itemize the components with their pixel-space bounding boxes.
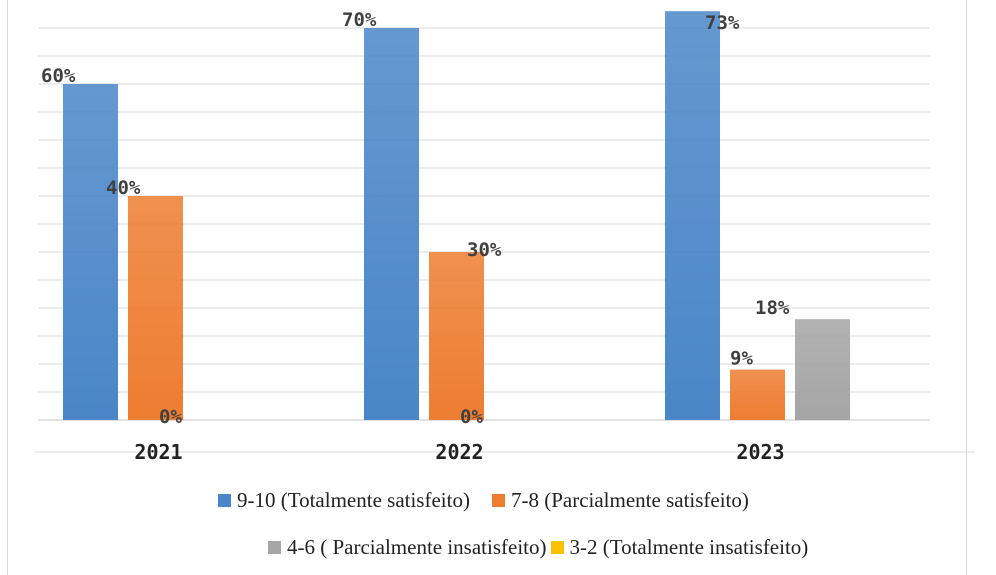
x-tick-label-2022: 2022: [435, 440, 483, 464]
legend-item-3-2: 3-2 (Totalmente insatisfeito): [550, 535, 809, 560]
data-label-2022-series-1: 30%: [467, 239, 502, 261]
legend-row-1: 9-10 (Totalmente satisfeito) 7-8 (Parcia…: [218, 488, 771, 513]
chart-frame: [7, 0, 967, 575]
legend-swatch-3-2: [550, 541, 564, 554]
bar-2023-series-1: [730, 369, 785, 420]
data-label-2021-series-2: 0%: [159, 406, 182, 428]
x-tick-label-2023: 2023: [736, 440, 784, 464]
data-label-2021-series-0: 60%: [41, 65, 76, 87]
bar-2022-series-1: [429, 252, 484, 420]
data-label-2022-series-0: 70%: [342, 9, 377, 31]
bar-2021-series-1: [128, 196, 183, 420]
data-label-2023-series-2: 18%: [755, 297, 790, 319]
bar-2021-series-0: [63, 84, 118, 420]
data-label-2023-series-0: 73%: [705, 12, 740, 34]
legend-label-4-6: 4-6 ( Parcialmente insatisfeito): [287, 535, 547, 559]
chart-plot-area: 60% 40% 0% 2021 70% 30% 0% 2022 73% 9% 18% 2023: [35, 9, 975, 464]
bar-2023-series-2: [795, 319, 850, 420]
legend-swatch-4-6: [268, 541, 281, 554]
legend-item-9-10: 9-10 (Totalmente satisfeito): [218, 488, 470, 513]
legend-label-7-8: 7-8 (Parcialmente satisfeito): [510, 488, 749, 512]
legend-item-4-6: 4-6 ( Parcialmente insatisfeito): [268, 535, 547, 560]
legend-item-7-8: 7-8 (Parcialmente satisfeito): [491, 488, 749, 513]
x-tick-label-2021: 2021: [134, 440, 182, 464]
bar-2023-series-0: [665, 11, 720, 420]
data-label-2021-series-1: 40%: [106, 177, 141, 199]
legend-label-9-10: 9-10 (Totalmente satisfeito): [237, 488, 470, 512]
bar-2022-series-0: [364, 28, 419, 420]
data-label-2022-series-2: 0%: [460, 406, 483, 428]
legend-swatch-9-10: [218, 494, 231, 507]
legend-swatch-7-8: [491, 494, 505, 507]
legend-label-3-2: 3-2 (Totalmente insatisfeito): [569, 535, 809, 559]
legend-row-2: 4-6 ( Parcialmente insatisfeito) 3-2 (To…: [268, 535, 830, 560]
data-label-2023-series-1: 9%: [730, 348, 753, 370]
